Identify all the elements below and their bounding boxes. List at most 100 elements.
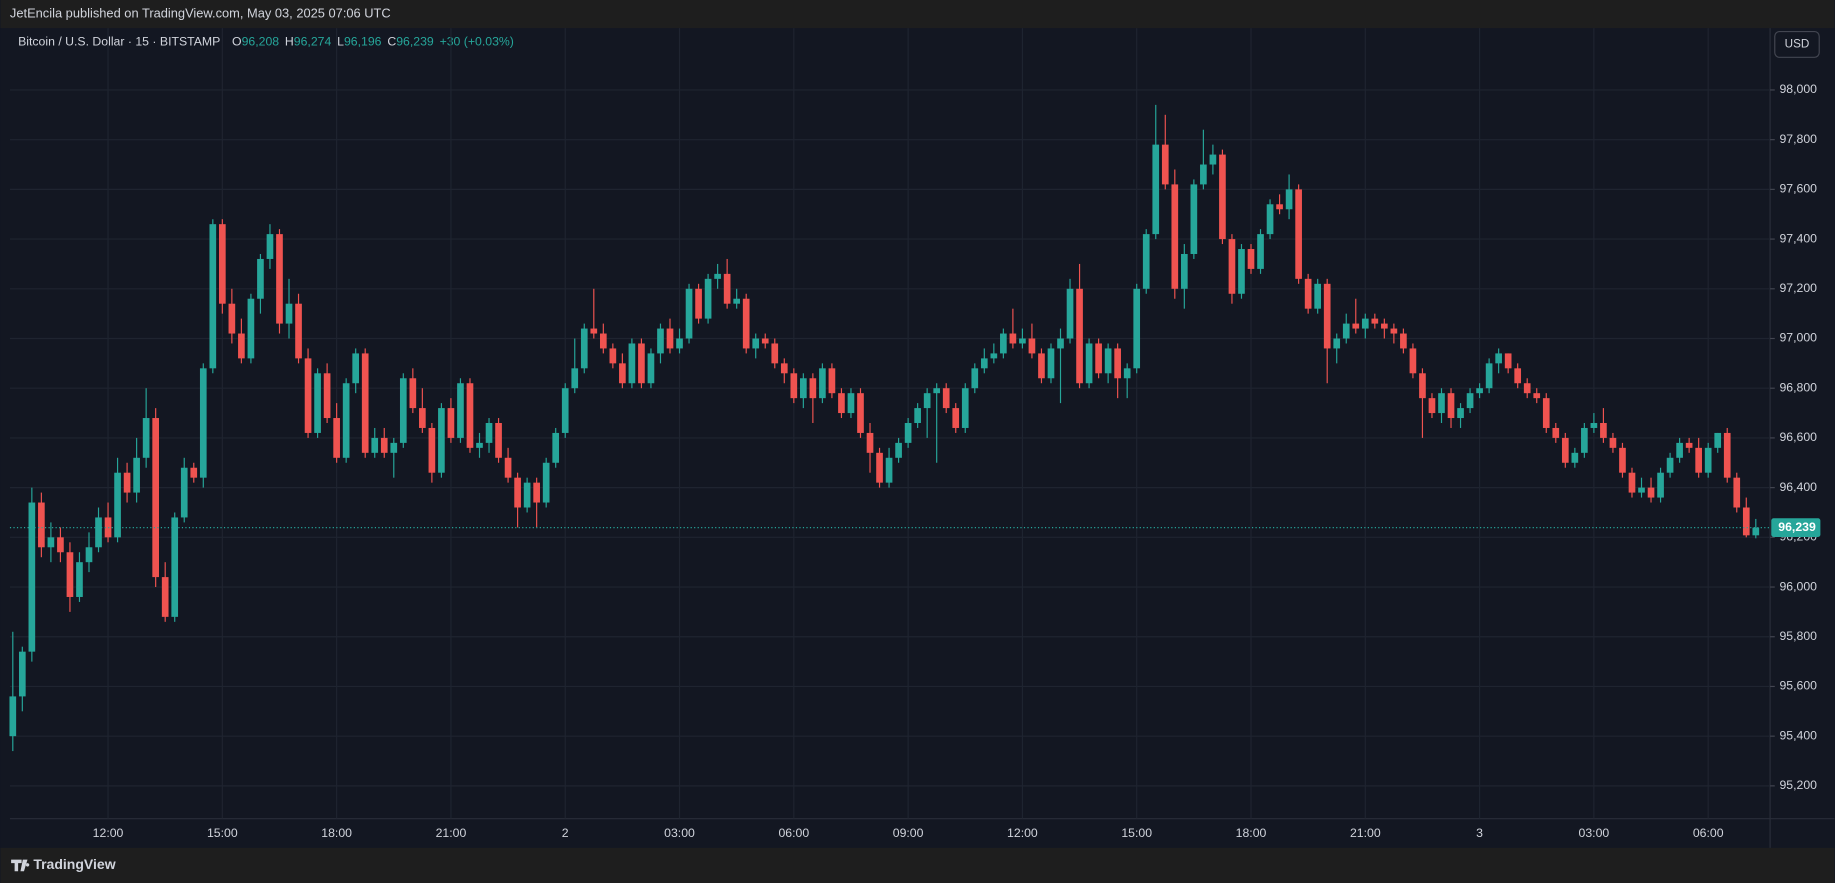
- candle-body: [323, 373, 331, 419]
- candle-body: [676, 338, 683, 349]
- candle-body: [447, 408, 455, 438]
- candle-body: [809, 378, 817, 399]
- candle-body: [1038, 353, 1045, 379]
- candle-body: [695, 288, 702, 319]
- candle-body: [580, 328, 588, 369]
- y-tick-label: 97,400: [1779, 231, 1817, 245]
- candle-body: [104, 517, 112, 538]
- top-bar: [0, 0, 1835, 29]
- candle-body: [485, 422, 493, 443]
- candle-body: [523, 482, 531, 508]
- candle-body: [1180, 253, 1188, 289]
- candle-body: [1581, 427, 1588, 453]
- candle-body: [933, 388, 941, 394]
- candle-body: [1552, 427, 1560, 438]
- candle-body: [1685, 442, 1693, 448]
- y-tick-label: 96,600: [1779, 430, 1817, 444]
- candle-body: [1066, 288, 1074, 339]
- candle-body: [1419, 373, 1426, 399]
- candle-body: [542, 462, 550, 503]
- legend-value: 96,208: [242, 34, 280, 48]
- currency[interactable]: USD: [1785, 38, 1810, 51]
- candle-body: [1504, 353, 1512, 369]
- legend-key: H: [285, 34, 294, 48]
- candle-body: [1752, 527, 1760, 536]
- candle-body: [790, 373, 798, 399]
- candle-body: [1742, 507, 1750, 536]
- candle-body: [1523, 383, 1531, 394]
- candle-body: [666, 328, 674, 349]
- candle-body: [314, 373, 321, 433]
- candle-body: [1028, 338, 1036, 354]
- candle-body: [1190, 184, 1198, 254]
- candle-body: [885, 457, 893, 483]
- candle-body: [609, 348, 617, 364]
- candle-body: [457, 383, 464, 438]
- x-tick-label: 15:00: [1121, 826, 1152, 840]
- candle-body: [771, 343, 779, 364]
- candle-body: [1266, 204, 1274, 235]
- candle-body: [628, 343, 636, 384]
- candle-body: [866, 432, 874, 453]
- candle-body: [123, 472, 131, 493]
- candle-body: [1123, 368, 1131, 379]
- candle-body: [1047, 348, 1055, 379]
- candle-body: [961, 388, 969, 428]
- candle-body: [1476, 388, 1483, 394]
- y-tick-label: 95,400: [1779, 728, 1817, 742]
- candle-body: [219, 224, 226, 304]
- y-tick-label: 96,000: [1779, 579, 1817, 593]
- brand-logo: [11, 859, 30, 872]
- candle-body: [780, 363, 788, 374]
- candle-body: [752, 338, 760, 349]
- candle-body: [857, 393, 864, 433]
- candle-body: [1200, 164, 1207, 185]
- x-tick-label: 21:00: [436, 826, 467, 840]
- candle-body: [619, 363, 626, 384]
- candle-body: [428, 427, 436, 473]
- candle-body: [1447, 393, 1455, 419]
- currency-button[interactable]: [1774, 30, 1820, 58]
- candle-body: [1466, 393, 1474, 409]
- candle-body: [1219, 154, 1226, 240]
- candle-body: [647, 353, 655, 384]
- y-tick-label: 95,600: [1779, 679, 1817, 693]
- candle-body: [1676, 442, 1683, 458]
- candle-body: [152, 418, 160, 578]
- candle-body: [1285, 189, 1293, 210]
- candle-body: [1457, 408, 1464, 419]
- candle-body: [876, 452, 883, 483]
- candle-body: [390, 442, 398, 453]
- legend-key: O: [232, 34, 242, 48]
- candle-body: [285, 303, 293, 324]
- candle-body: [38, 502, 45, 548]
- candle-body: [1000, 333, 1007, 354]
- candle-body: [1085, 343, 1093, 384]
- candle-body: [971, 368, 979, 389]
- candle-body: [638, 343, 645, 384]
- x-tick-label: 2: [562, 826, 569, 840]
- candle-body: [95, 517, 102, 548]
- candle-body: [180, 467, 188, 518]
- candle-body: [1600, 422, 1607, 438]
- x-tick-label: 06:00: [1693, 826, 1724, 840]
- candle-body: [57, 537, 64, 553]
- x-tick-label: 03:00: [1579, 826, 1610, 840]
- candle-body: [1381, 323, 1388, 329]
- candle-body: [923, 393, 931, 409]
- y-tick-label: 95,200: [1779, 778, 1817, 792]
- candle-body: [419, 408, 426, 428]
- x-tick-label: 15:00: [207, 826, 238, 840]
- candle-body: [504, 457, 512, 478]
- candle-body: [1704, 447, 1712, 473]
- candle-body: [142, 418, 150, 458]
- y-tick-label: 96,400: [1779, 480, 1817, 494]
- candle-body: [1304, 278, 1312, 309]
- candle-body: [1657, 472, 1664, 498]
- candle-body: [276, 234, 283, 324]
- candle-body: [838, 393, 845, 414]
- candle-body: [47, 537, 55, 548]
- candle-body: [723, 273, 731, 304]
- candle-body: [1333, 338, 1341, 349]
